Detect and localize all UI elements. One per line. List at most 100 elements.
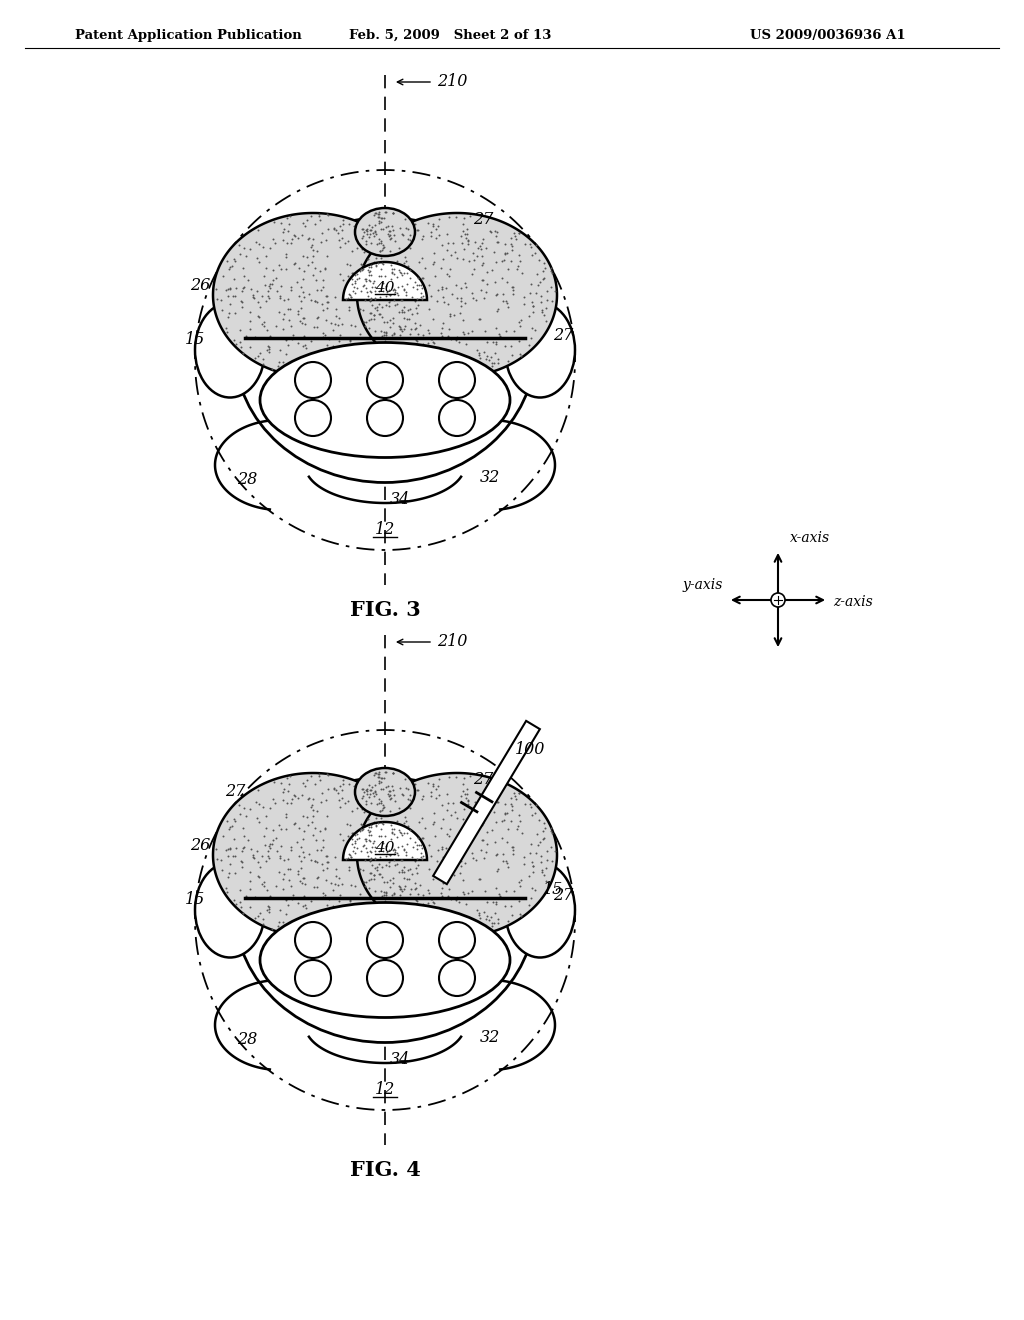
- Point: [365, 350, 381, 371]
- Point: [362, 282, 379, 304]
- Point: [384, 256, 400, 277]
- Point: [426, 892, 442, 913]
- Point: [424, 869, 440, 890]
- Point: [376, 882, 392, 903]
- Point: [342, 845, 358, 866]
- Point: [449, 247, 465, 268]
- Point: [544, 822, 560, 843]
- Point: [397, 282, 414, 304]
- Point: [357, 269, 374, 290]
- Point: [357, 268, 374, 289]
- Point: [387, 231, 403, 252]
- Point: [409, 862, 425, 883]
- Point: [335, 774, 351, 795]
- Point: [284, 228, 300, 249]
- Point: [468, 289, 484, 310]
- Point: [538, 870, 554, 891]
- Point: [439, 232, 456, 253]
- Point: [423, 846, 439, 867]
- Point: [395, 861, 412, 882]
- Point: [375, 797, 391, 818]
- Point: [427, 346, 443, 367]
- Circle shape: [439, 362, 475, 399]
- Point: [267, 315, 284, 337]
- Point: [341, 214, 357, 235]
- Point: [301, 348, 317, 370]
- Point: [461, 810, 477, 832]
- Point: [377, 265, 393, 286]
- Point: [379, 871, 395, 892]
- Point: [473, 840, 489, 861]
- Point: [539, 280, 555, 301]
- Point: [301, 787, 317, 808]
- Point: [341, 814, 357, 836]
- Point: [354, 300, 371, 321]
- Point: [373, 265, 389, 286]
- Point: [355, 218, 372, 239]
- Point: [399, 273, 416, 294]
- Point: [372, 240, 388, 261]
- Point: [479, 834, 496, 855]
- Point: [375, 238, 391, 259]
- Point: [255, 236, 271, 257]
- Point: [255, 797, 271, 818]
- Point: [400, 834, 417, 855]
- Point: [354, 255, 371, 276]
- Point: [330, 314, 346, 335]
- Point: [486, 352, 503, 374]
- Point: [374, 244, 390, 265]
- Point: [382, 228, 398, 249]
- Point: [537, 257, 553, 279]
- Point: [392, 879, 409, 900]
- Point: [434, 325, 451, 346]
- Text: 12: 12: [375, 1081, 395, 1098]
- Point: [384, 202, 400, 223]
- Point: [400, 859, 417, 880]
- Point: [290, 863, 306, 884]
- Point: [326, 218, 342, 239]
- Point: [386, 257, 402, 279]
- Point: [389, 826, 406, 847]
- Point: [521, 335, 538, 356]
- Point: [352, 883, 369, 904]
- Point: [368, 808, 384, 829]
- Point: [279, 207, 295, 228]
- Point: [354, 915, 371, 936]
- Point: [364, 776, 380, 797]
- Point: [224, 814, 241, 836]
- Point: [264, 818, 281, 840]
- Point: [292, 924, 308, 945]
- Point: [396, 279, 413, 300]
- Point: [385, 796, 401, 817]
- Point: [385, 203, 401, 224]
- Point: [388, 282, 404, 304]
- Point: [254, 845, 270, 866]
- Point: [382, 309, 398, 330]
- Point: [385, 838, 401, 859]
- Point: [477, 319, 494, 341]
- Point: [421, 888, 437, 909]
- Text: 27: 27: [473, 211, 494, 228]
- Point: [500, 259, 516, 280]
- Point: [355, 226, 372, 247]
- Point: [434, 878, 451, 899]
- Point: [280, 232, 296, 253]
- Point: [483, 346, 500, 367]
- Point: [362, 820, 379, 841]
- Point: [328, 298, 344, 319]
- Point: [271, 899, 288, 920]
- Point: [453, 296, 469, 317]
- Point: [486, 272, 503, 293]
- Point: [295, 213, 311, 234]
- Point: [361, 214, 378, 235]
- Point: [381, 226, 397, 247]
- Point: [309, 851, 326, 873]
- Point: [391, 301, 408, 322]
- Point: [262, 886, 279, 907]
- Point: [503, 895, 519, 916]
- Point: [449, 847, 465, 869]
- Point: [392, 325, 409, 346]
- Point: [380, 279, 396, 300]
- Point: [398, 845, 415, 866]
- Point: [386, 341, 402, 362]
